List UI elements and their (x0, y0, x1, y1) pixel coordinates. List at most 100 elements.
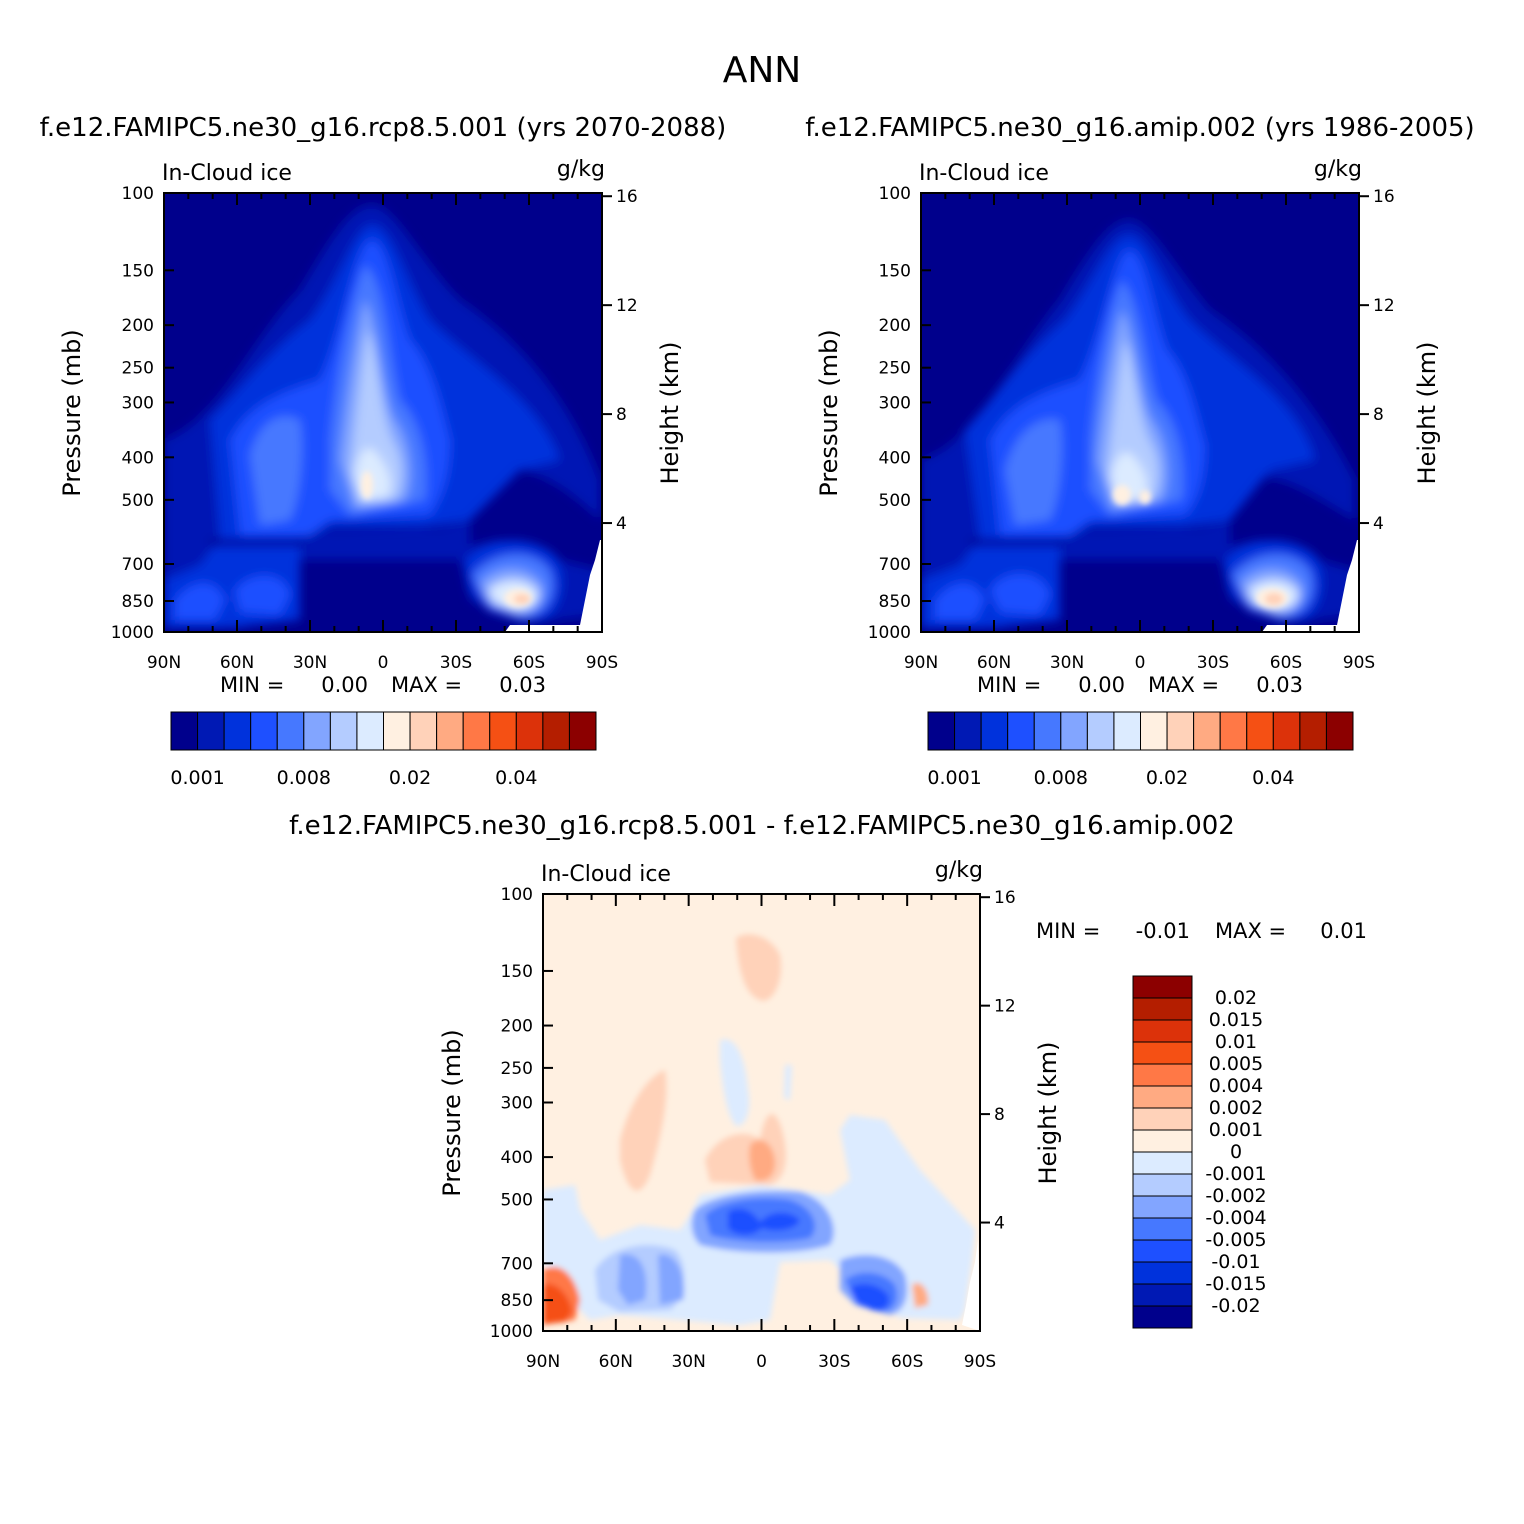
colorbar-swatch (980, 711, 1009, 751)
colorbar-swatch (1132, 1217, 1193, 1241)
colorbar-swatch (356, 711, 384, 751)
colorbar-swatch (489, 711, 517, 751)
y-tick-label: 300 (879, 393, 911, 413)
colorbar-swatch (1132, 1041, 1193, 1065)
contour-band (935, 573, 1050, 620)
contour-band (736, 934, 781, 1001)
y2-tick-label: 8 (616, 405, 627, 425)
min-value: 0.00 (321, 673, 368, 697)
min-label: MIN = (1036, 919, 1100, 943)
colorbar-swatch (1132, 1085, 1193, 1109)
variable-label: In-Cloud ice (541, 862, 671, 887)
x-tick-label: 90N (526, 1352, 560, 1372)
y-tick-label: 700 (122, 555, 154, 575)
y-tick-label: 1000 (868, 623, 911, 643)
colorbar-swatch (1132, 997, 1193, 1021)
y2-tick-label: 16 (616, 187, 638, 207)
contour-band (618, 1254, 685, 1305)
colorbar-swatch (383, 711, 411, 751)
y-tick-label: 250 (501, 1059, 533, 1079)
min-value: -0.01 (1136, 919, 1190, 943)
min-label: MIN = (220, 673, 284, 697)
x-tick-label: 0 (1135, 653, 1146, 673)
x-tick-label: 30N (293, 653, 327, 673)
x-tick-label: 60S (891, 1352, 923, 1372)
y-tick-label: 700 (501, 1254, 533, 1274)
colorbar-label: 0.04 (1252, 767, 1294, 789)
y-tick-label: 150 (122, 261, 154, 281)
colorbar-label: 0.001 (1209, 1119, 1263, 1141)
colorbar: 0.001 0.008 0.02 0.04 (170, 711, 597, 789)
contour-field (543, 894, 980, 1331)
colorbar-label: -0.002 (1205, 1185, 1266, 1207)
variable-label: In-Cloud ice (162, 161, 292, 186)
y2-tick-label: 8 (994, 1105, 1005, 1125)
colorbar-swatch (1132, 1261, 1193, 1285)
y-tick-label: 500 (501, 1190, 533, 1210)
colorbar-swatch (1132, 975, 1193, 999)
units-label: g/kg (935, 858, 983, 883)
x-tick-label: 60S (1270, 653, 1302, 673)
contour-band (1265, 593, 1283, 605)
colorbar-label: 0.008 (277, 767, 331, 789)
contour-field (164, 193, 602, 632)
y2-tick-label: 12 (616, 296, 638, 316)
variable-label: In-Cloud ice (919, 161, 1049, 186)
x-tick-label: 90N (147, 653, 181, 673)
y-tick-label: 200 (879, 316, 911, 336)
colorbar-swatch (515, 711, 544, 751)
x-tick-label: 60N (977, 653, 1011, 673)
max-value: 0.03 (499, 673, 546, 697)
colorbar-swatch (170, 711, 199, 751)
colorbar-swatch (1132, 1173, 1193, 1197)
colorbar: 0.001 0.008 0.02 0.04 (927, 711, 1354, 789)
colorbar-swatch (1272, 711, 1301, 751)
missing-data-mask (1262, 540, 1359, 632)
max-label: MAX = (1215, 919, 1286, 943)
y-tick-label: 200 (122, 316, 154, 336)
colorbar-swatch (1132, 1019, 1193, 1043)
colorbar-swatch (1007, 711, 1035, 751)
y2-tick-label: 16 (994, 888, 1016, 908)
max-value: 0.01 (1320, 919, 1367, 943)
colorbar-swatch (1132, 1283, 1193, 1307)
y-tick-label: 1000 (490, 1322, 533, 1342)
colorbar-swatch (197, 711, 225, 751)
colorbar-swatch (568, 711, 597, 751)
y-tick-label: 400 (879, 448, 911, 468)
contour-band (1113, 485, 1131, 505)
colorbar-label: 0 (1230, 1141, 1242, 1163)
y-tick-label: 200 (501, 1017, 533, 1037)
y-tick-label: 500 (122, 491, 154, 511)
colorbar-swatch (927, 711, 956, 751)
min-value: 0.00 (1078, 673, 1125, 697)
x-tick-label: 90S (964, 1352, 996, 1372)
colorbar-label: 0.02 (1146, 767, 1188, 789)
contour-band (850, 1284, 889, 1311)
y-axis-label: Pressure (mb) (438, 1029, 466, 1196)
y-tick-label: 850 (122, 592, 154, 612)
y-tick-label: 300 (501, 1094, 533, 1114)
x-tick-label: 0 (756, 1352, 767, 1372)
y-axis-label: Pressure (mb) (58, 329, 86, 496)
colorbar-swatch (1060, 711, 1088, 751)
colorbar-swatch (276, 711, 305, 751)
panel-title: f.e12.FAMIPC5.ne30_g16.amip.002 (yrs 198… (805, 113, 1474, 143)
y-tick-label: 1000 (111, 623, 154, 643)
colorbar-swatch (1132, 1195, 1193, 1219)
panel-title: f.e12.FAMIPC5.ne30_g16.rcp8.5.001 (yrs 2… (40, 113, 727, 143)
colorbar-swatch (1325, 711, 1354, 751)
y-tick-label: 100 (879, 184, 911, 204)
colorbar-swatch (1132, 1151, 1193, 1175)
x-tick-label: 30S (818, 1352, 850, 1372)
colorbar-label: -0.004 (1205, 1207, 1266, 1229)
y2-tick-label: 12 (994, 997, 1016, 1017)
colorbar-label: 0.001 (170, 767, 224, 789)
colorbar-swatch (1299, 711, 1327, 751)
contour-field (921, 193, 1359, 632)
contour-band (543, 1284, 572, 1324)
colorbar-swatch (1193, 711, 1221, 751)
panel-control: f.e12.FAMIPC5.ne30_g16.amip.002 (yrs 198… (805, 113, 1474, 789)
missing-data-mask (962, 1240, 980, 1331)
y-axis-label: Pressure (mb) (815, 329, 843, 496)
